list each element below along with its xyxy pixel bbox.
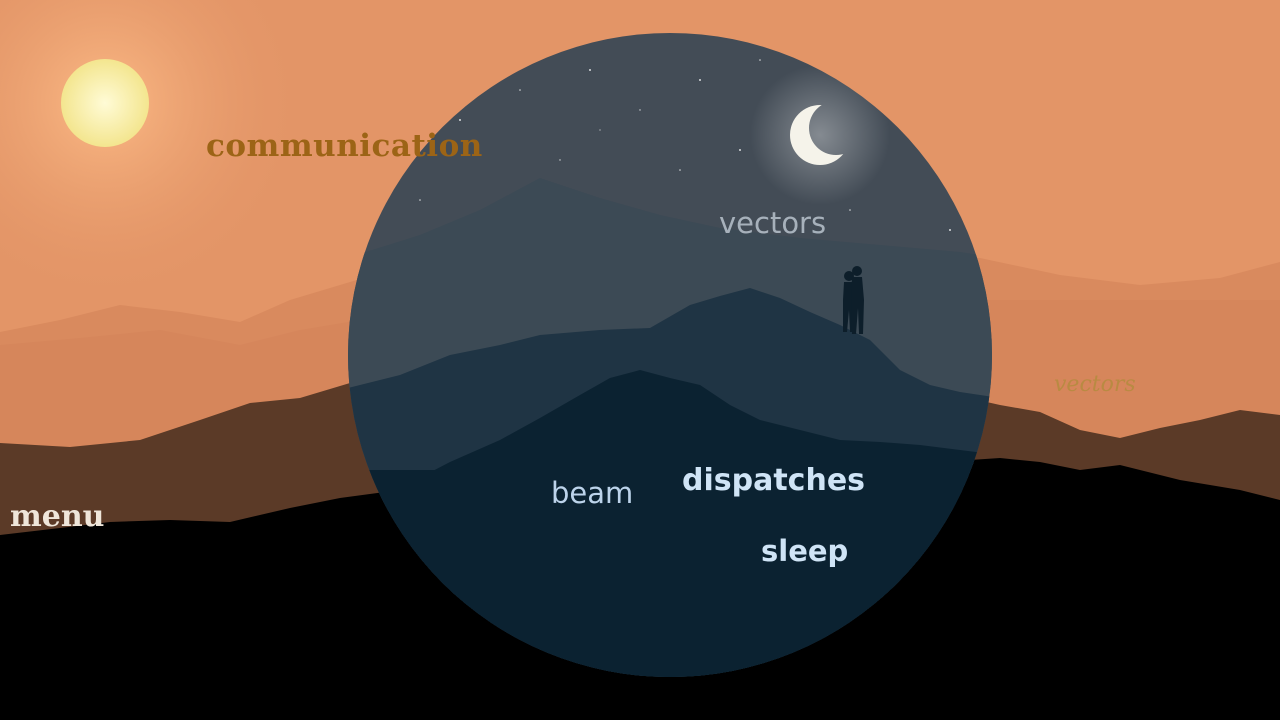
word-vectors-right: vectors (1054, 372, 1136, 397)
couple-silhouette (843, 266, 864, 334)
word-menu: menu (10, 499, 105, 534)
word-beam: beam (551, 476, 634, 510)
word-sleep: sleep (761, 534, 849, 568)
moon-icon (780, 95, 860, 175)
word-communication: communication (206, 128, 483, 164)
sun-icon (61, 59, 149, 147)
word-vectors-sky: vectors (719, 206, 827, 240)
word-dispatches: dispatches (682, 463, 866, 498)
